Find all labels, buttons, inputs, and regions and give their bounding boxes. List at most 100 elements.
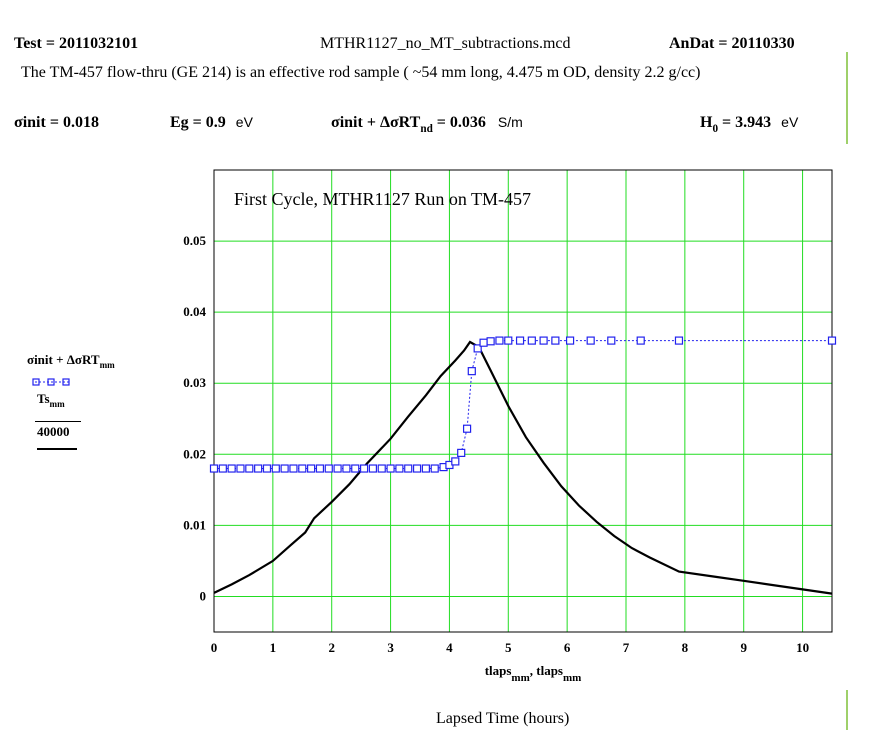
data-point — [315, 464, 325, 473]
x-tick-label: 2 — [328, 640, 335, 655]
x-tick-label: 6 — [564, 640, 571, 655]
data-point — [462, 424, 472, 433]
data-point — [674, 336, 684, 345]
y-tick-label: 0.05 — [183, 233, 206, 248]
legend-series1-marker — [32, 378, 70, 386]
chart-grid — [213, 170, 832, 632]
legend-series2-numerator: Tsmm — [37, 391, 65, 410]
x-tick-label: 5 — [505, 640, 512, 655]
data-point — [298, 464, 307, 473]
data-point — [539, 336, 548, 345]
h0-param: H0 = 3.943 eV — [700, 114, 799, 135]
andat-label: AnDat = 20110330 — [669, 35, 795, 52]
data-point — [636, 336, 645, 345]
data-point — [421, 464, 430, 473]
y-tick-label: 0 — [200, 588, 207, 603]
data-point — [209, 464, 219, 473]
data-point — [404, 464, 413, 473]
legend-series1-main: σinit + ΔσRT — [27, 352, 100, 367]
sigma-sum-eq: = — [432, 114, 450, 131]
x-axis-label: tlapsmm, tlapsmm — [485, 663, 582, 684]
h0-unit: eV — [781, 114, 799, 130]
x-tick-label: 0 — [211, 640, 218, 655]
y-tick-label: 0.03 — [183, 375, 206, 390]
legend-series1-sub: mm — [99, 360, 115, 371]
data-point — [565, 336, 575, 345]
xlabel-sep: , — [530, 663, 537, 678]
series-black-line — [213, 340, 833, 595]
data-point — [486, 337, 495, 346]
sigma-init-label: σinit = — [14, 114, 63, 131]
data-point — [289, 464, 298, 473]
data-point — [333, 464, 342, 473]
data-point — [368, 464, 378, 473]
h0-eq: = — [718, 114, 736, 131]
xlabel-main2: tlaps — [536, 663, 563, 678]
data-point — [607, 336, 616, 345]
sigma-sum-label: σinit + ΔσRT — [331, 114, 421, 131]
h0-label: H — [700, 114, 713, 131]
plot-frame — [213, 169, 833, 633]
x-tick-label: 8 — [682, 640, 689, 655]
chart-title: First Cycle, MTHR1127 Run on TM-457 — [234, 189, 531, 209]
region-edge-line-bottom — [846, 690, 848, 730]
legend-series2-main: Ts — [37, 391, 50, 406]
data-point — [245, 464, 254, 473]
data-point — [386, 464, 395, 473]
eg-unit: eV — [235, 114, 253, 130]
data-point — [377, 464, 386, 473]
data-point — [324, 464, 333, 473]
description-text: The TM-457 flow-thru (GE 214) is an effe… — [21, 64, 701, 81]
data-point — [342, 464, 351, 473]
data-point — [280, 464, 289, 473]
sigma-init-param: σinit = 0.018 — [14, 114, 99, 132]
legend-series2-denominator: 40000 — [37, 424, 70, 439]
filename-label: MTHR1127_no_MT_subtractions.mcd — [320, 35, 571, 52]
data-point — [473, 344, 482, 353]
legend-series1-label: σinit + ΔσRTmm — [27, 352, 115, 371]
x-axis-caption: Lapsed Time (hours) — [436, 710, 570, 727]
eg-value: 0.9 — [205, 114, 226, 131]
test-label: Test = 2011032101 — [14, 35, 139, 52]
data-point — [271, 464, 280, 473]
data-point — [586, 336, 595, 345]
region-edge-line-top — [846, 52, 848, 144]
data-point — [479, 338, 488, 347]
x-tick-label: 1 — [270, 640, 277, 655]
xlabel-main: tlaps — [485, 663, 512, 678]
sigma-init-value: 0.018 — [62, 114, 99, 131]
data-point — [351, 464, 360, 473]
data-point — [827, 336, 837, 345]
sigma-sum-param: σinit + ΔσRTnd = 0.036 S/m — [331, 114, 523, 136]
xlabel-sub: mm — [511, 672, 529, 684]
x-tick-label: 4 — [446, 640, 453, 655]
data-point — [412, 464, 422, 473]
sigma-sum-sub: nd — [420, 123, 433, 136]
x-tick-label: 9 — [740, 640, 747, 655]
data-point — [527, 336, 536, 345]
data-point — [467, 367, 476, 376]
sigma-sum-unit: S/m — [497, 114, 523, 130]
h0-value: 3.943 — [735, 114, 772, 131]
x-tick-label: 10 — [796, 640, 809, 655]
y-tick-label: 0.01 — [183, 517, 206, 532]
data-point — [262, 464, 272, 473]
data-point — [227, 464, 236, 473]
data-point — [457, 448, 466, 457]
y-tick-labels: 0 0.01 0.02 0.03 0.04 0.05 — [183, 233, 206, 603]
data-point — [504, 336, 513, 345]
series-line — [214, 340, 832, 469]
data-point — [495, 336, 504, 345]
x-tick-label: 7 — [623, 640, 630, 655]
data-point — [254, 464, 263, 473]
data-point — [307, 464, 316, 473]
sigma-sum-value: 0.036 — [449, 114, 486, 131]
xlabel-sub2: mm — [563, 672, 581, 684]
x-tick-label: 3 — [387, 640, 394, 655]
y-tick-label: 0.02 — [183, 446, 206, 461]
series-blue-line — [209, 336, 837, 473]
legend-series2-sub: mm — [49, 399, 65, 410]
eg-label: Eg = — [170, 114, 206, 131]
data-point — [551, 336, 560, 345]
